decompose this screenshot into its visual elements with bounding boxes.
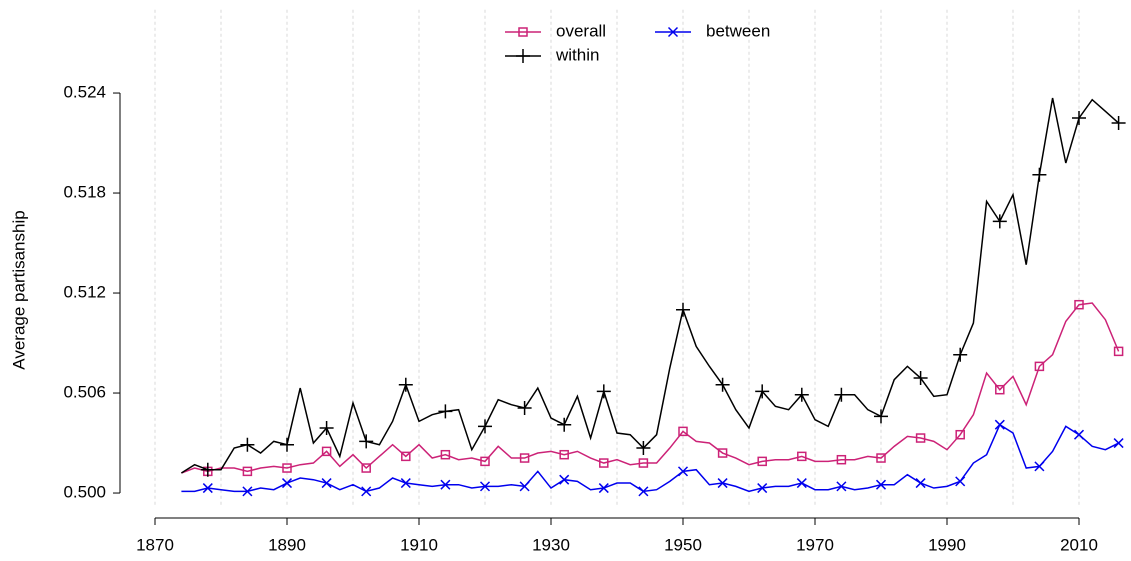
marker bbox=[717, 478, 728, 489]
marker bbox=[955, 429, 965, 440]
legend-label: within bbox=[555, 45, 599, 64]
marker bbox=[518, 27, 528, 37]
marker bbox=[401, 451, 411, 462]
y-tick-label: 0.524 bbox=[63, 83, 106, 102]
marker bbox=[757, 483, 768, 494]
marker bbox=[440, 449, 451, 460]
marker bbox=[440, 479, 451, 490]
marker bbox=[876, 453, 886, 463]
marker bbox=[953, 347, 968, 362]
y-tick-label: 0.506 bbox=[63, 383, 106, 402]
marker bbox=[599, 458, 609, 468]
marker bbox=[678, 426, 688, 437]
marker bbox=[757, 456, 767, 467]
x-tick-label: 1870 bbox=[136, 535, 174, 554]
marker bbox=[1072, 111, 1086, 126]
legend-item: within bbox=[505, 45, 599, 64]
marker bbox=[794, 387, 809, 402]
x-tick-label: 1930 bbox=[532, 535, 570, 554]
marker bbox=[995, 384, 1005, 395]
marker bbox=[400, 478, 411, 489]
marker bbox=[517, 401, 532, 416]
marker bbox=[557, 417, 572, 432]
marker bbox=[281, 478, 293, 489]
marker bbox=[240, 437, 255, 452]
marker bbox=[636, 441, 651, 456]
marker bbox=[715, 377, 730, 392]
marker bbox=[282, 463, 292, 473]
marker bbox=[677, 466, 689, 477]
marker bbox=[361, 486, 372, 497]
legend-label: between bbox=[706, 21, 770, 40]
marker bbox=[596, 384, 611, 399]
marker bbox=[1113, 346, 1124, 357]
marker bbox=[915, 433, 926, 443]
marker bbox=[915, 478, 926, 489]
marker bbox=[1034, 361, 1045, 372]
marker bbox=[480, 456, 490, 467]
marker bbox=[874, 409, 888, 424]
marker bbox=[438, 404, 453, 419]
marker bbox=[797, 451, 807, 462]
marker bbox=[200, 462, 215, 477]
marker bbox=[796, 478, 807, 489]
x-tick-label: 1950 bbox=[664, 535, 702, 554]
legend-label: overall bbox=[556, 21, 606, 40]
marker bbox=[1111, 116, 1126, 131]
marker bbox=[359, 434, 374, 449]
marker bbox=[519, 481, 530, 492]
y-tick-label: 0.518 bbox=[63, 183, 106, 202]
marker bbox=[755, 384, 770, 399]
marker bbox=[834, 387, 849, 402]
y-axis-label: Average partisanship bbox=[9, 210, 28, 369]
marker bbox=[836, 481, 847, 492]
marker bbox=[202, 483, 213, 494]
marker bbox=[1074, 299, 1084, 310]
marker bbox=[479, 481, 491, 492]
series-line bbox=[180, 97, 1120, 474]
marker bbox=[398, 377, 413, 392]
y-tick-label: 0.512 bbox=[63, 283, 106, 302]
marker bbox=[676, 302, 690, 317]
marker bbox=[598, 483, 609, 494]
marker bbox=[836, 454, 847, 465]
marker bbox=[717, 448, 728, 458]
marker bbox=[667, 26, 679, 38]
marker bbox=[1073, 429, 1085, 440]
marker bbox=[638, 458, 649, 468]
marker bbox=[242, 466, 253, 477]
x-tick-label: 1910 bbox=[400, 535, 438, 554]
marker bbox=[913, 371, 928, 386]
marker bbox=[875, 479, 887, 490]
marker bbox=[1032, 167, 1047, 182]
marker bbox=[321, 446, 332, 457]
marker bbox=[559, 449, 569, 460]
marker bbox=[994, 419, 1005, 430]
marker bbox=[280, 437, 294, 452]
marker bbox=[321, 478, 332, 489]
marker bbox=[242, 486, 253, 497]
marker bbox=[478, 419, 492, 434]
x-tick-label: 1970 bbox=[796, 535, 834, 554]
marker bbox=[516, 49, 530, 63]
marker bbox=[1034, 461, 1045, 472]
series-line bbox=[181, 423, 1119, 493]
marker bbox=[361, 463, 371, 473]
marker bbox=[638, 486, 649, 497]
marker bbox=[1113, 438, 1124, 449]
x-tick-label: 1890 bbox=[268, 535, 306, 554]
marker bbox=[955, 476, 966, 487]
legend-item: overall bbox=[505, 21, 606, 40]
marker bbox=[319, 421, 334, 436]
x-tick-label: 2010 bbox=[1060, 535, 1098, 554]
x-tick-label: 1990 bbox=[928, 535, 966, 554]
marker bbox=[519, 453, 530, 463]
marker bbox=[992, 214, 1007, 229]
marker bbox=[559, 474, 570, 485]
y-tick-label: 0.500 bbox=[63, 483, 106, 502]
